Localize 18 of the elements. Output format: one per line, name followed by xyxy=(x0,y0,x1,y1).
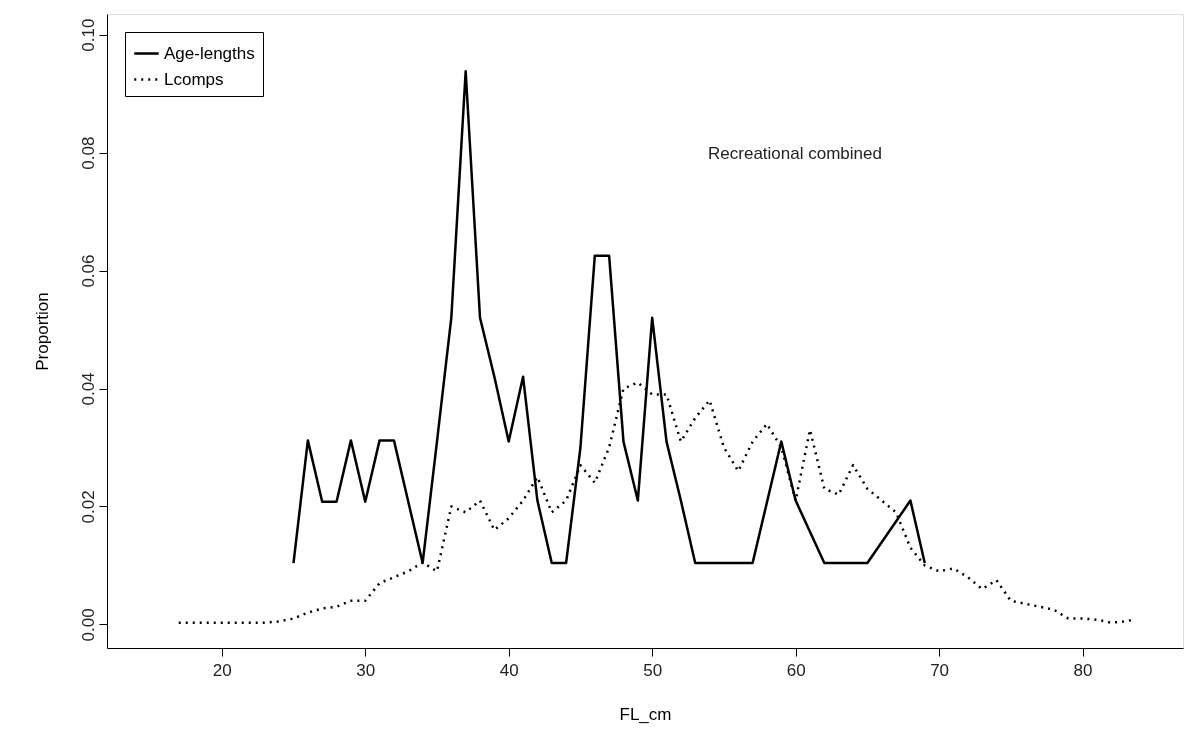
x-tick-label: 60 xyxy=(786,660,806,680)
legend-label: Age-lengths xyxy=(164,43,255,63)
y-tick-label: 0.06 xyxy=(78,254,98,288)
legend-label: Lcomps xyxy=(164,69,224,89)
x-tick-label: 40 xyxy=(499,660,519,680)
x-tick-label: 20 xyxy=(212,660,232,680)
y-tick-label: 0.04 xyxy=(78,372,98,406)
x-tick-label: 70 xyxy=(930,660,950,680)
y-tick-label: 0.02 xyxy=(78,490,98,524)
x-axis-title: FL_cm xyxy=(619,704,672,724)
x-tick-label: 80 xyxy=(1073,660,1093,680)
y-tick-label: 0.10 xyxy=(78,18,98,52)
x-tick-label: 50 xyxy=(643,660,663,680)
annotation: Recreational combined xyxy=(708,144,882,163)
y-tick-label: 0.00 xyxy=(78,608,98,642)
y-axis-title: Proportion xyxy=(32,292,52,371)
y-tick-label: 0.08 xyxy=(78,136,98,170)
x-tick-label: 30 xyxy=(356,660,376,680)
